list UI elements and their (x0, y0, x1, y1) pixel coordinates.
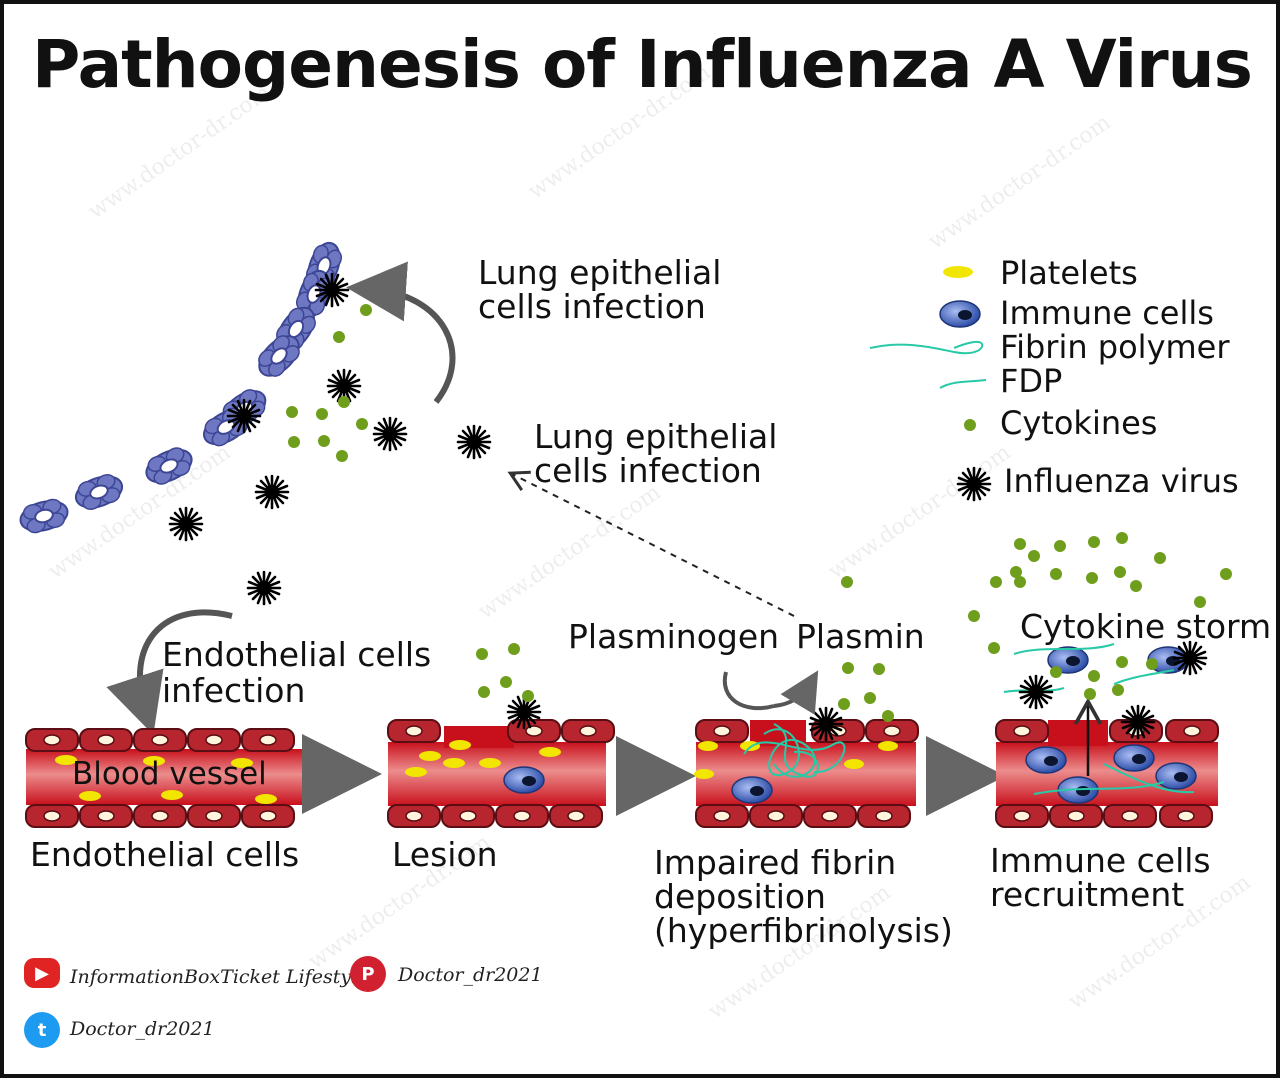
legend-label-cytokines: Cytokines (1000, 404, 1158, 442)
legend-label-fdp: FDP (1000, 362, 1063, 400)
pinterest-handle[interactable]: Doctor_dr2021 (398, 964, 543, 986)
legend-icons (869, 266, 992, 502)
legend-label-influenza-virus: Influenza virus (1004, 462, 1239, 500)
label-cytokine-storm: Cytokine storm (1020, 607, 1272, 646)
label-lung-infection-top-line2: cells infection (478, 287, 706, 326)
vessel-immune-recruitment (968, 532, 1232, 828)
label-endothelial-infection-line1: Endothelial cells (162, 635, 432, 674)
twitter-handle[interactable]: Doctor_dr2021 (70, 1018, 215, 1040)
cytokine-particles (286, 304, 372, 462)
fdp-icon (939, 379, 987, 389)
influenza-virus-icon (956, 466, 992, 502)
label-immune-recruit-line2: recruitment (990, 875, 1185, 914)
label-impaired-line3: (hyperfibrinolysis) (654, 911, 953, 950)
label-impaired-line2: deposition (654, 877, 826, 916)
youtube-icon[interactable]: ▶ (24, 958, 60, 988)
label-plasminogen: Plasminogen (568, 617, 780, 656)
page-title: Pathogenesis of Influenza A Virus (32, 26, 1253, 103)
pinterest-icon[interactable]: P (350, 956, 386, 992)
vessel-lesion (387, 643, 615, 828)
label-immune-recruit-line1: Immune cells (990, 841, 1211, 880)
legend-label-immune-cells: Immune cells (1000, 294, 1214, 332)
legend-label-platelets: Platelets (1000, 254, 1138, 292)
label-lung-infection-mid-line1: Lung epithelial (534, 417, 778, 456)
label-lesion: Lesion (392, 835, 498, 874)
label-lung-infection-top-line1: Lung epithelial (478, 253, 722, 292)
label-endothelial-infection-line2: infection (162, 671, 306, 710)
twitter-icon[interactable]: t (24, 1012, 60, 1048)
immune-cell-icon (939, 300, 981, 328)
diagram-artwork (16, 237, 1232, 828)
label-plasmin: Plasmin (796, 617, 925, 656)
label-blood-vessel: Blood vessel (72, 756, 267, 792)
label-lung-infection-mid-line2: cells infection (534, 451, 762, 490)
vessel-fibrin (694, 576, 919, 828)
arrow-endothelial-infection (106, 609, 233, 735)
legend-label-fibrin-polymer: Fibrin polymer (1000, 328, 1230, 366)
lung-epithelial-cells (16, 237, 347, 537)
dashed-arrow-plasmin (507, 470, 795, 617)
arrow-lung-infection (346, 261, 456, 404)
label-impaired-line1: Impaired fibrin (654, 843, 897, 882)
cytokine-icon (964, 419, 976, 431)
vessel-normal (25, 728, 302, 828)
platelet-icon (943, 266, 973, 278)
fibrin-polymer-icon (869, 340, 984, 355)
label-endothelial-cells: Endothelial cells (30, 835, 300, 874)
youtube-handle[interactable]: InformationBoxTicket Lifestyles (70, 966, 379, 988)
